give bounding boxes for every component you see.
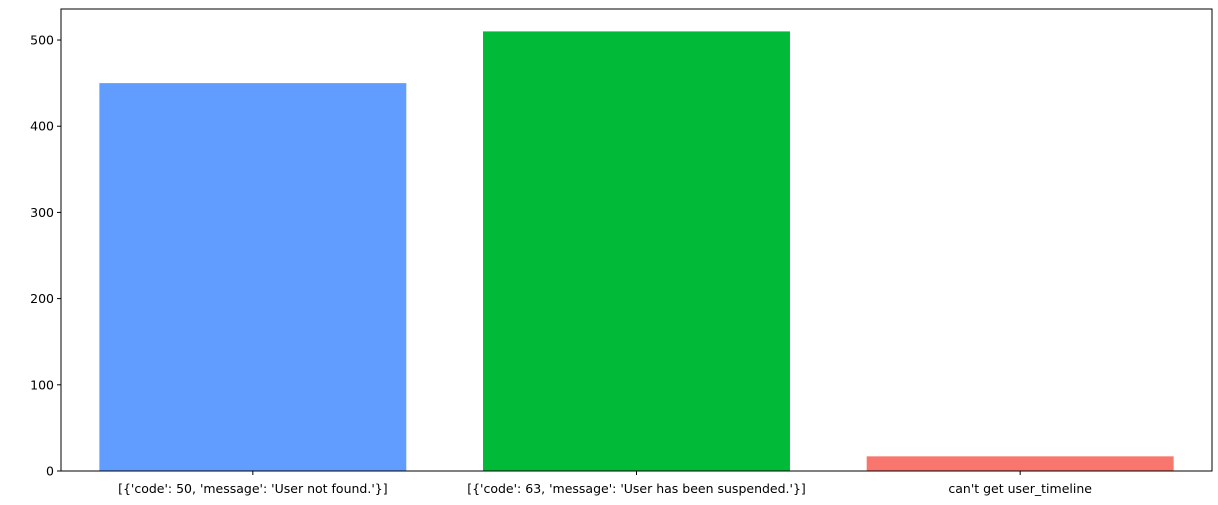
y-tick-label: 200 [30, 291, 54, 306]
x-axis: [{'code': 50, 'message': 'User not found… [118, 471, 1092, 496]
bar-3 [866, 456, 1174, 471]
y-tick-label: 400 [30, 119, 54, 134]
x-tick-label: can't get user_timeline [948, 481, 1092, 496]
bar-1 [99, 83, 407, 472]
y-tick-label: 500 [30, 33, 54, 48]
x-tick-label: [{'code': 63, 'message': 'User has been … [467, 481, 806, 496]
y-tick-label: 0 [46, 464, 54, 479]
y-tick-label: 100 [30, 377, 54, 392]
x-tick-label: [{'code': 50, 'message': 'User not found… [118, 481, 388, 496]
y-axis: 0 100 200 300 400 500 [30, 33, 61, 479]
y-tick-label: 300 [30, 205, 54, 220]
bar-2 [483, 31, 790, 471]
bars-layer [99, 31, 1174, 472]
